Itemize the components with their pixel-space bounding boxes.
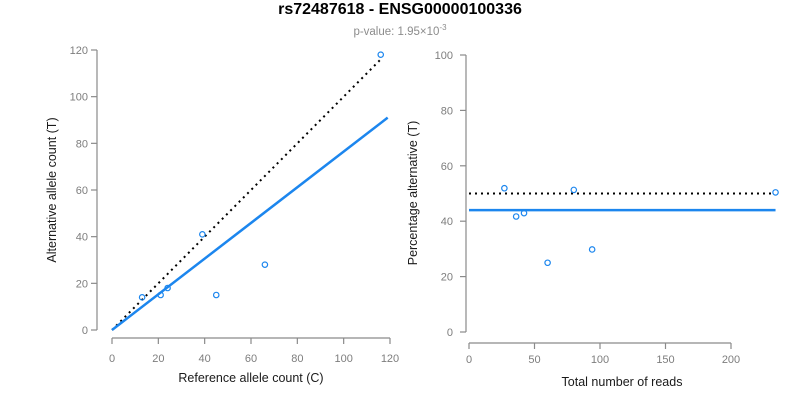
y-tick-label: 60 bbox=[441, 161, 453, 173]
x-tick-label: 200 bbox=[722, 354, 740, 366]
x-tick-label: 40 bbox=[199, 353, 211, 365]
data-point bbox=[772, 189, 779, 196]
x-tick-label: 150 bbox=[656, 354, 674, 366]
y-tick-label: 0 bbox=[447, 327, 453, 339]
x-tick-label: 60 bbox=[245, 353, 257, 365]
y-axis-title: Alternative allele count (T) bbox=[45, 117, 59, 262]
x-axis-title: Total number of reads bbox=[562, 375, 683, 389]
data-point bbox=[501, 184, 508, 192]
p-value-exponent: -3 bbox=[439, 23, 447, 32]
y-tick-label: 120 bbox=[70, 45, 88, 57]
x-tick-label: 0 bbox=[466, 354, 472, 366]
x-tick-label: 100 bbox=[591, 354, 609, 366]
p-value-prefix: p-value: bbox=[353, 25, 398, 38]
y-axis-title: Percentage alternative (T) bbox=[406, 121, 420, 266]
data-point bbox=[588, 246, 596, 253]
x-tick-label: 100 bbox=[334, 353, 352, 365]
data-point bbox=[138, 294, 146, 301]
data-point bbox=[520, 209, 528, 217]
data-point bbox=[212, 291, 220, 299]
data-point bbox=[512, 213, 520, 220]
figure-title: rs72487618 - ENSG00000100336 bbox=[278, 1, 522, 18]
identity-line-dotted bbox=[111, 58, 382, 331]
data-point bbox=[199, 231, 206, 238]
x-tick-label: 20 bbox=[152, 353, 164, 365]
y-tick-label: 40 bbox=[76, 232, 88, 244]
data-point bbox=[544, 259, 551, 267]
x-tick-label: 80 bbox=[291, 353, 303, 365]
y-tick-label: 40 bbox=[441, 216, 453, 228]
y-tick-label: 20 bbox=[76, 278, 88, 290]
fit-line-solid bbox=[111, 116, 389, 331]
data-point bbox=[261, 261, 269, 268]
y-tick-label: 20 bbox=[441, 272, 453, 284]
x-axis-title: Reference allele count (C) bbox=[178, 371, 323, 385]
p-value-base: 1.95×10 bbox=[397, 25, 440, 38]
y-tick-label: 0 bbox=[82, 325, 88, 337]
x-tick-label: 0 bbox=[109, 353, 115, 365]
x-tick-label: 120 bbox=[381, 353, 399, 365]
y-tick-label: 80 bbox=[441, 105, 453, 117]
y-tick-label: 80 bbox=[76, 138, 88, 150]
data-point bbox=[157, 291, 164, 299]
y-tick-label: 100 bbox=[435, 50, 453, 62]
y-tick-label: 60 bbox=[76, 185, 88, 197]
data-point bbox=[377, 51, 385, 58]
p-value-subtitle: p-value: 1.95×10-3 bbox=[0, 23, 800, 38]
data-point bbox=[570, 186, 578, 194]
x-tick-label: 50 bbox=[528, 354, 540, 366]
data-point bbox=[164, 284, 171, 292]
y-tick-label: 100 bbox=[70, 92, 88, 104]
